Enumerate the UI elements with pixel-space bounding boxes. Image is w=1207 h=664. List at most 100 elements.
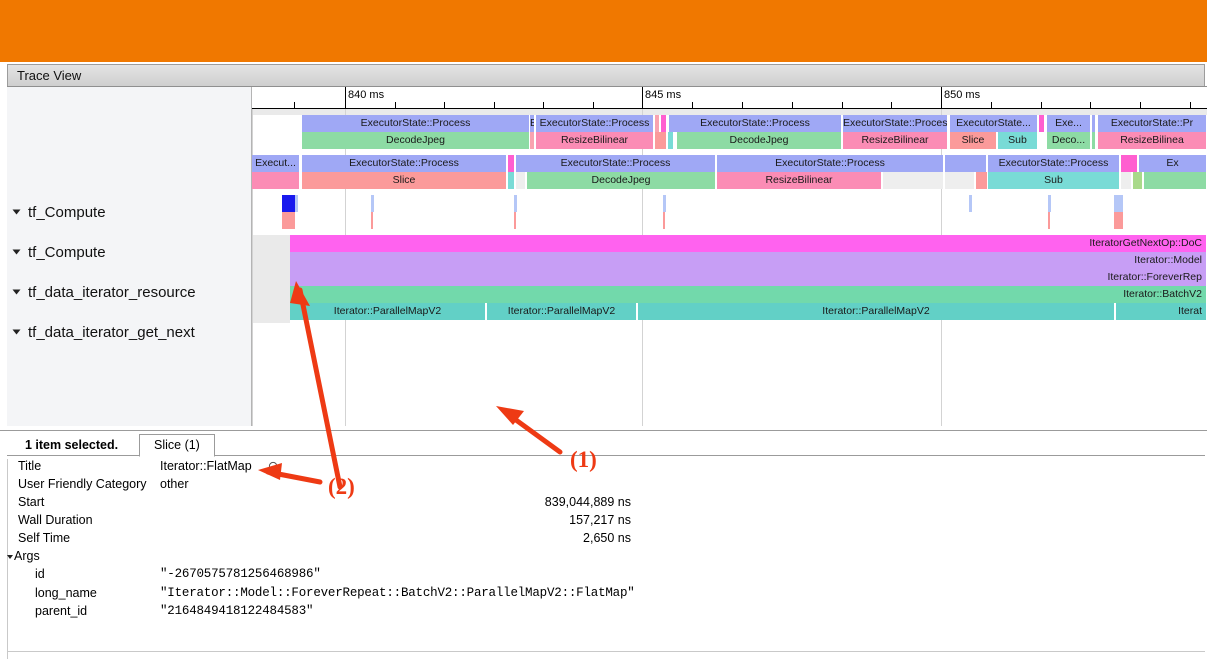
timeline-ruler[interactable]: 840 ms 845 ms 850 ms: [252, 87, 1207, 109]
timeline-slice-unlabeled[interactable]: [655, 132, 667, 149]
timeline-slice-unlabeled[interactable]: [252, 172, 300, 189]
timeline-slice[interactable]: Slice: [950, 132, 997, 149]
timeline-slice[interactable]: Iterator::Model: [290, 252, 1207, 269]
timeline-slice-unlabeled[interactable]: [371, 195, 374, 212]
details-tabbar: 1 item selected. Slice (1): [7, 434, 1205, 457]
timeline-canvas[interactable]: ExecutorState::Process ExecutorState::Pro…: [252, 109, 1207, 426]
timeline-slice[interactable]: ExecutorState::Process: [669, 115, 842, 132]
chevron-down-icon[interactable]: [12, 209, 21, 215]
timeline-slice[interactable]: ExecutorState::Process: [302, 155, 507, 172]
timeline-slice[interactable]: Sub: [988, 172, 1120, 189]
timeline-slice-unlabeled[interactable]: [295, 195, 298, 212]
arg-key: id: [35, 567, 45, 581]
timeline-slice[interactable]: ExecutorState::Process: [530, 115, 535, 132]
track-label-tf_data_iterator_get_next[interactable]: tf_data_iterator_get_next: [12, 321, 252, 343]
ruler-tick: [444, 102, 445, 108]
timeline-slice[interactable]: ExecutorState::Process: [717, 155, 944, 172]
timeline-slice[interactable]: Iterator::ParallelMapV2: [638, 303, 1115, 320]
timeline-slice-unlabeled[interactable]: [1092, 115, 1096, 132]
timeline-slice[interactable]: Iterator::BatchV2: [290, 286, 1207, 303]
chevron-down-icon[interactable]: [12, 249, 21, 255]
chevron-down-icon[interactable]: [12, 329, 21, 335]
track-label-tf_Compute[interactable]: tf_Compute: [12, 201, 252, 223]
track-label-tf_Compute[interactable]: tf_Compute: [12, 241, 252, 263]
timeline-slice-unlabeled[interactable]: [883, 172, 944, 189]
timeline-slice[interactable]: Sub: [998, 132, 1038, 149]
timeline-slice[interactable]: IteratorGetNextOp::DoC: [290, 235, 1207, 252]
timeline-slice-unlabeled[interactable]: [663, 212, 665, 229]
timeline-slice[interactable]: Deco...: [1047, 132, 1091, 149]
track-label-text: tf_data_iterator_get_next: [28, 323, 195, 341]
timeline-slice-unlabeled[interactable]: [1121, 172, 1132, 189]
timeline-slice[interactable]: Iterator::ForeverRep: [290, 269, 1207, 286]
timeline-slice-unlabeled[interactable]: [1092, 132, 1096, 149]
timeline-slice-unlabeled[interactable]: [282, 212, 295, 229]
args-section-header[interactable]: Args: [0, 549, 1207, 567]
timeline-slice-unlabeled[interactable]: [945, 172, 975, 189]
timeline-slice[interactable]: ExecutorState::Pr: [1098, 115, 1207, 132]
timeline-slice[interactable]: DecodeJpeg: [302, 132, 530, 149]
timeline-slice-unlabeled[interactable]: [1133, 172, 1143, 189]
ruler-label: 850 ms: [944, 89, 981, 101]
timeline-slice-unlabeled[interactable]: [282, 195, 295, 212]
args-label: Args: [7, 549, 40, 563]
timeline-slice[interactable]: Slice: [302, 172, 507, 189]
timeline-slice[interactable]: Iterator::ParallelMapV2: [290, 303, 486, 320]
chevron-down-icon[interactable]: [7, 555, 13, 559]
timeline-slice[interactable]: DecodeJpeg: [677, 132, 842, 149]
ruler-label: 845 ms: [645, 89, 682, 101]
timeline-slice-unlabeled[interactable]: [976, 172, 988, 189]
timeline-slice-unlabeled[interactable]: [655, 115, 660, 132]
chevron-down-icon[interactable]: [12, 289, 21, 295]
timeline-slice[interactable]: ExecutorState::Process: [302, 115, 530, 132]
trace-view-body[interactable]: tf_Compute tf_Compute tf_data_iterator_res…: [7, 86, 1207, 426]
timeline-slice[interactable]: ResizeBilinear: [717, 172, 882, 189]
timeline-slice-unlabeled[interactable]: [1114, 212, 1123, 229]
detail-field-row: Start 839,044,889 ns: [0, 495, 1207, 513]
timeline-slice[interactable]: Iterator::ParallelMapV2: [487, 303, 637, 320]
timeline-slice-unlabeled[interactable]: [1039, 115, 1045, 132]
timeline-slice[interactable]: DecodeJpeg: [527, 172, 716, 189]
timeline-slice[interactable]: ExecutorState::Process: [516, 155, 716, 172]
timeline-slice-unlabeled[interactable]: [1121, 155, 1138, 172]
details-panel: 1 item selected. Slice (1) Title Iterator…: [0, 430, 1207, 664]
track-label-text: tf_Compute: [28, 243, 106, 261]
timeline-slice-unlabeled[interactable]: [508, 155, 515, 172]
timeline-slice-unlabeled[interactable]: [530, 132, 535, 149]
timeline-slice[interactable]: Exe...: [1047, 115, 1091, 132]
detail-field-row: Wall Duration 157,217 ns: [0, 513, 1207, 531]
timeline-slice[interactable]: ExecutorState::Process: [536, 115, 654, 132]
timeline-slice-unlabeled[interactable]: [508, 172, 515, 189]
timeline-slice-unlabeled[interactable]: [1114, 195, 1123, 212]
timeline-slice[interactable]: Iterat: [1116, 303, 1207, 320]
timeline-slice-unlabeled[interactable]: [661, 115, 667, 132]
timeline-slice-unlabeled[interactable]: [514, 212, 516, 229]
timeline-slice[interactable]: ExecutorState::Process: [843, 115, 948, 132]
timeline-slice[interactable]: ResizeBilinear: [843, 132, 948, 149]
detail-field-row: Title Iterator::FlatMap: [0, 459, 1207, 477]
timeline-slice-unlabeled[interactable]: [969, 195, 972, 212]
timeline-slice-unlabeled[interactable]: [514, 195, 517, 212]
timeline-top-pad: [252, 109, 1207, 115]
timeline-slice[interactable]: ExecutorState...: [950, 115, 1038, 132]
trace-view-title: Trace View: [7, 64, 1205, 86]
timeline-slice-unlabeled[interactable]: [945, 155, 987, 172]
timeline-slice-unlabeled[interactable]: [516, 172, 526, 189]
timeline-slice[interactable]: ExecutorState::Process: [988, 155, 1120, 172]
timeline-slice-unlabeled[interactable]: [663, 195, 666, 212]
timeline-slice-unlabeled[interactable]: [1144, 172, 1207, 189]
detail-field-row: Self Time 2,650 ns: [0, 531, 1207, 549]
timeline-slice[interactable]: ResizeBilinea: [1098, 132, 1207, 149]
timeline-slice-unlabeled[interactable]: [668, 132, 674, 149]
timeline-slice-unlabeled[interactable]: [1048, 195, 1051, 212]
timeline-slice-unlabeled[interactable]: [1048, 212, 1050, 229]
track-label-tf_data_iterator_resource[interactable]: tf_data_iterator_resource: [12, 281, 252, 303]
details-field-list: Title Iterator::FlatMap User Friendly Cate…: [0, 459, 1207, 623]
timeline-slice[interactable]: Execut...: [252, 155, 300, 172]
tab-slice[interactable]: Slice (1): [139, 434, 215, 457]
details-left-rule: [7, 459, 8, 659]
timeline-slice[interactable]: ResizeBilinear: [536, 132, 654, 149]
search-icon[interactable]: [268, 461, 281, 474]
timeline-slice-unlabeled[interactable]: [371, 212, 373, 229]
timeline-slice[interactable]: Ex: [1139, 155, 1207, 172]
